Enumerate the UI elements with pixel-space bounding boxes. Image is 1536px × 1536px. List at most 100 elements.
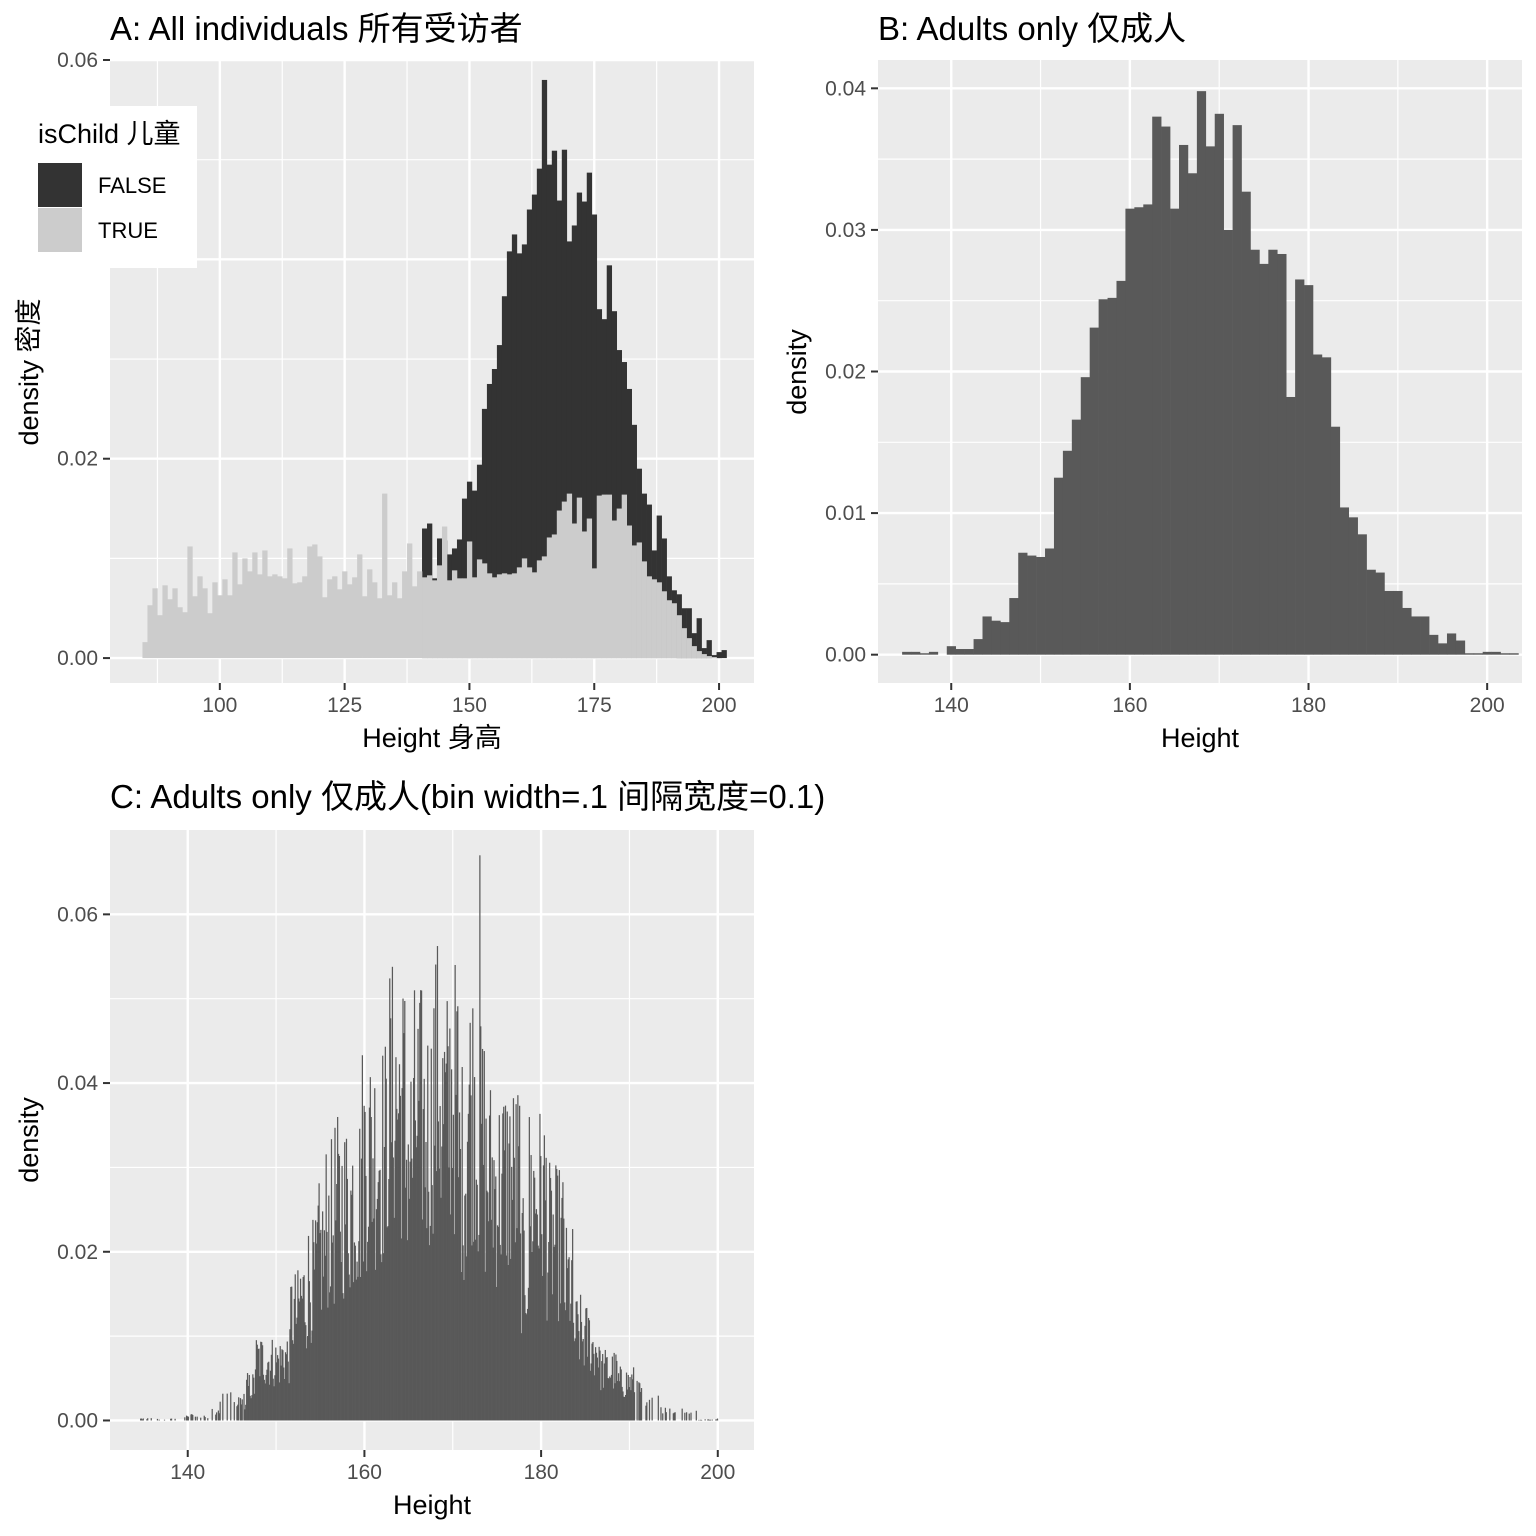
bar-true — [566, 493, 573, 659]
panel-c-x-tick-label: 140 — [170, 1461, 205, 1484]
bar — [249, 1395, 251, 1421]
bar — [1214, 113, 1224, 655]
bar-true — [591, 568, 598, 659]
bar-false — [511, 234, 518, 659]
bar — [217, 1410, 220, 1421]
bar — [569, 1320, 571, 1421]
bar — [557, 1321, 560, 1421]
bar — [583, 1365, 585, 1421]
bar — [494, 1189, 496, 1421]
bar — [660, 1407, 662, 1421]
bar — [320, 1229, 322, 1421]
bar — [622, 1391, 624, 1421]
bar-false — [576, 192, 583, 659]
bar — [170, 1418, 172, 1421]
bar — [279, 1346, 281, 1421]
bar — [446, 1001, 448, 1421]
bar — [1232, 125, 1242, 655]
bar — [991, 620, 1001, 655]
bar — [955, 649, 965, 655]
bar — [902, 651, 912, 655]
bar — [389, 978, 391, 1421]
bar — [610, 1374, 613, 1421]
bar — [435, 1171, 438, 1421]
bar — [379, 1169, 381, 1421]
bar — [517, 1095, 519, 1421]
bar — [572, 1229, 574, 1421]
bar — [557, 1175, 559, 1421]
bar-true — [486, 573, 493, 659]
bar — [293, 1298, 295, 1421]
panel-b-x-tick-label: 200 — [1470, 694, 1505, 717]
bar-true — [671, 603, 677, 659]
bar — [617, 1380, 619, 1421]
bar — [364, 1111, 366, 1421]
bar-true — [511, 573, 518, 659]
bar — [267, 1362, 269, 1421]
bar — [329, 1286, 332, 1421]
bar — [548, 1242, 550, 1421]
bar — [626, 1389, 629, 1421]
bar — [537, 1245, 539, 1421]
bar — [440, 1197, 442, 1421]
bar — [437, 1121, 439, 1421]
bar — [632, 1379, 634, 1421]
bar — [411, 1158, 413, 1421]
bar — [274, 1375, 276, 1421]
bar — [566, 1268, 568, 1421]
bar — [483, 1051, 485, 1421]
bar — [246, 1379, 248, 1421]
bar — [1509, 653, 1519, 655]
bar — [303, 1275, 305, 1421]
bar-true — [556, 510, 563, 659]
bar — [287, 1361, 289, 1421]
bar — [1205, 146, 1216, 655]
bar — [606, 1357, 608, 1421]
bar — [1330, 426, 1341, 655]
bar — [539, 1113, 541, 1421]
bar — [600, 1390, 602, 1421]
bar — [532, 1241, 534, 1421]
bar — [498, 1115, 500, 1421]
bar — [625, 1372, 628, 1421]
bar-true — [382, 493, 388, 659]
bar — [250, 1398, 252, 1421]
bar — [333, 1303, 335, 1421]
bar — [276, 1362, 278, 1421]
bar — [576, 1301, 578, 1421]
bar — [639, 1383, 641, 1421]
bar — [244, 1409, 246, 1421]
bar — [399, 1095, 401, 1421]
bar-false — [711, 655, 717, 659]
bar — [459, 1149, 462, 1421]
bar — [291, 1286, 293, 1421]
bar-true — [646, 576, 652, 659]
bar — [427, 1045, 429, 1421]
bar — [163, 1419, 166, 1421]
bar — [261, 1342, 263, 1421]
bar — [211, 1408, 213, 1421]
bar — [255, 1340, 257, 1421]
bar — [475, 1179, 477, 1421]
bar — [142, 1418, 144, 1421]
bar — [527, 1287, 530, 1421]
bar — [451, 1168, 454, 1421]
bar — [608, 1378, 610, 1421]
bar-true — [237, 584, 243, 659]
bar — [403, 1033, 405, 1421]
bar — [405, 1187, 407, 1421]
bar — [484, 1271, 486, 1421]
bar-false — [506, 251, 513, 659]
bar — [480, 1026, 482, 1421]
bar — [207, 1418, 209, 1421]
bar — [1482, 651, 1492, 655]
bar — [467, 1113, 470, 1421]
bar — [507, 1264, 509, 1421]
bar — [253, 1377, 255, 1421]
bar-true — [152, 588, 158, 659]
bar — [196, 1416, 198, 1421]
bar — [520, 1333, 523, 1421]
bar — [587, 1317, 590, 1421]
bar — [452, 1114, 454, 1421]
panel-c-title: C: Adults only 仅成人(bin width=.1 间隔宽度=0.1… — [110, 778, 825, 815]
